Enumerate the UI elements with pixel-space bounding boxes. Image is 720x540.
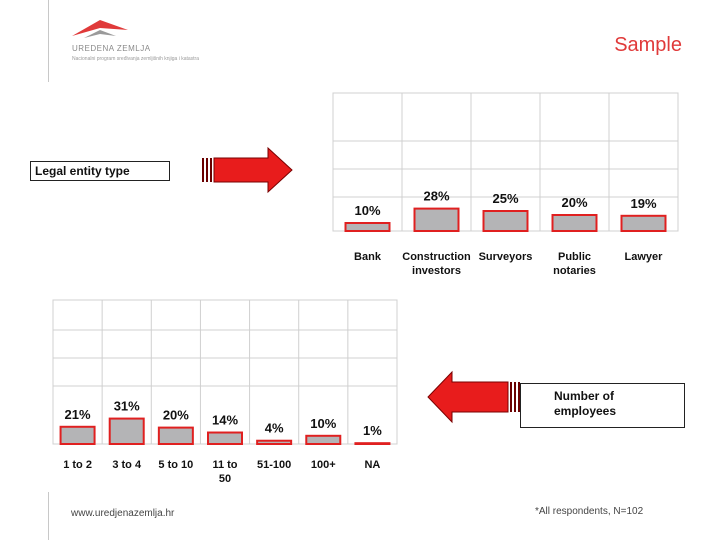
emp-value-label-5: 10% — [310, 416, 336, 431]
legal-value-label-4: 19% — [630, 196, 656, 211]
legal-bar-1 — [413, 207, 460, 233]
logo-tagline-text: Nacionalni program sređivanja zemljišnih… — [72, 56, 200, 62]
emp-value-label-6: 1% — [363, 423, 382, 438]
emp-category-label-2: 5 to 10 — [158, 459, 193, 471]
employees-label-line2: employees — [554, 404, 617, 418]
footer-url[interactable]: www.uredjenazemlja.hr — [71, 508, 175, 519]
emp-bar-2 — [157, 426, 194, 446]
legal-category-label-4: Lawyer — [625, 251, 664, 263]
legal-value-label-1: 28% — [423, 189, 449, 204]
emp-value-label-4: 4% — [265, 421, 284, 436]
emp-bar-1 — [108, 417, 145, 445]
sample-label: Sample — [614, 34, 682, 56]
legal-bar-4 — [620, 214, 667, 233]
left-vertical-rule-bottom — [48, 492, 49, 540]
emp-category-label-5: 100+ — [311, 459, 336, 471]
legal-category-label-1: investors — [412, 265, 461, 277]
emp-value-label-2: 20% — [163, 408, 189, 423]
emp-bar-6 — [354, 442, 391, 445]
legal-bar-2 — [482, 210, 529, 232]
emp-bar-0 — [59, 425, 96, 445]
legal-category-label-3: Public — [558, 251, 591, 263]
legal-value-label-3: 20% — [561, 195, 587, 210]
number-of-employees-label: Number of employees — [520, 383, 685, 428]
right-arrow-icon — [202, 146, 293, 194]
emp-value-label-3: 14% — [212, 413, 238, 428]
emp-bar-4 — [256, 439, 293, 446]
legal-category-label-3: notaries — [553, 265, 596, 277]
legal-category-label-2: Surveyors — [479, 251, 533, 263]
legal-entity-type-label: Legal entity type — [30, 161, 170, 181]
emp-category-label-6: NA — [364, 459, 380, 471]
left-vertical-rule — [48, 0, 49, 82]
footer-note: *All respondents, N=102 — [535, 506, 644, 517]
legal-bar-3 — [551, 214, 598, 232]
legal-value-label-2: 25% — [492, 191, 518, 206]
arrows-layer — [202, 146, 520, 424]
legal-category-label-0: Bank — [354, 251, 382, 263]
emp-category-label-3: 50 — [219, 473, 231, 485]
left-arrow-icon — [427, 370, 520, 424]
emp-category-label-1: 3 to 4 — [112, 459, 142, 471]
emp-bar-3 — [207, 431, 243, 445]
emp-bar-5 — [305, 434, 342, 445]
legal-category-label-1: Construction — [402, 251, 471, 263]
employees-chart: 21% 1 to 2 31% 3 to 4 20% 5 to 10 14% 11 to 50 4%… — [52, 299, 398, 485]
emp-value-label-0: 21% — [65, 407, 91, 422]
employees-label-line1: Number of — [554, 389, 614, 403]
emp-category-label-0: 1 to 2 — [63, 459, 92, 471]
emp-category-label-3: 11 to — [212, 459, 237, 471]
legal-bar-0 — [344, 222, 391, 232]
emp-value-label-1: 31% — [114, 399, 140, 414]
logo-brand-text: UREDENA ZEMLJA — [72, 44, 151, 53]
logo-mark-icon — [72, 20, 128, 38]
legal-value-label-0: 10% — [354, 203, 380, 218]
logo: UREDENA ZEMLJA Nacionalni program sređiv… — [62, 14, 242, 68]
emp-category-label-4: 51-100 — [257, 459, 291, 471]
legal-entity-chart: 10% Bank 28% Construction investors 25% Survey… — [332, 92, 679, 277]
